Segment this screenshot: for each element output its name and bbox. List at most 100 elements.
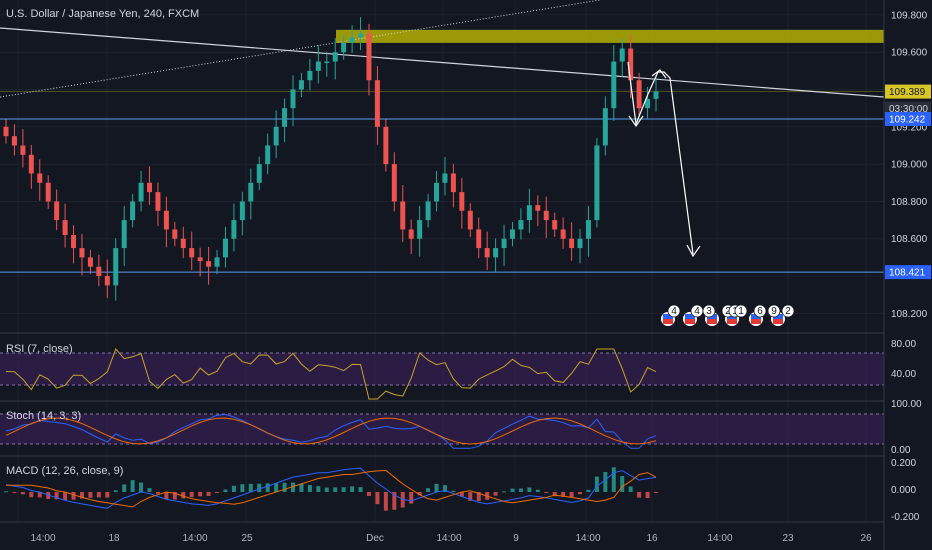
- macd-histogram-bar: [122, 484, 127, 492]
- flag-canton: [685, 314, 695, 319]
- ascending-trendline: [0, 0, 601, 98]
- price-axis: 109.800 109.600 109.200 109.000 108.800 108.6…: [883, 0, 932, 550]
- macd-histogram-bar: [113, 490, 118, 492]
- price-tick-label: 108.800: [891, 197, 928, 208]
- price-tick-label: 108.200: [891, 309, 928, 320]
- event-badge: [702, 304, 716, 318]
- price-tag-label: 109.389: [889, 87, 926, 98]
- macd-histogram-bar: [451, 490, 456, 492]
- event-count: 3: [706, 306, 712, 317]
- macd-histogram-bar: [265, 483, 270, 492]
- indicator-tick-label: -0.200: [891, 512, 920, 523]
- macd-histogram-bar: [248, 483, 253, 492]
- macd-histogram-bar: [54, 492, 59, 500]
- macd-histogram-bar: [130, 480, 135, 492]
- candle-body: [147, 182, 153, 193]
- candle-body: [628, 48, 634, 81]
- macd-histogram-bar: [231, 485, 236, 492]
- event-count: 1: [738, 306, 744, 317]
- candle-body: [569, 238, 575, 249]
- macd-histogram-bar: [611, 467, 616, 492]
- macd-histogram-bar: [476, 492, 481, 502]
- macd-histogram-bar: [409, 492, 414, 504]
- candle-body: [20, 145, 26, 155]
- macd-histogram-bar: [181, 492, 186, 499]
- arrow-head-down: [628, 115, 644, 128]
- candle-body: [535, 205, 541, 211]
- macd-histogram-bar: [569, 492, 574, 497]
- candle-body: [374, 80, 380, 127]
- candle-body: [332, 52, 338, 62]
- candle-body: [180, 238, 186, 249]
- candle-body: [45, 182, 51, 202]
- macd-histogram-bar: [139, 482, 144, 492]
- time-tick-label: 16: [646, 533, 658, 544]
- event-badge: [734, 304, 748, 318]
- flag-stripes: [707, 319, 717, 324]
- macd-histogram-bar: [4, 491, 8, 493]
- grid: [0, 0, 884, 522]
- time-tick-label: 23: [782, 533, 794, 544]
- candle-body: [358, 33, 364, 38]
- indicator-panes: [0, 332, 932, 523]
- candle-body: [28, 154, 34, 174]
- indicator-tick-label: 100.00: [891, 399, 922, 410]
- time-tick-label: 14:00: [436, 533, 461, 544]
- macd-histogram-bar: [518, 488, 523, 492]
- candle-body: [391, 164, 397, 202]
- candle-body: [425, 201, 431, 221]
- event-badge: [667, 304, 681, 318]
- flag-stripes: [751, 319, 761, 324]
- macd-histogram-bar: [594, 476, 599, 492]
- candle-body: [163, 210, 169, 230]
- economic-events[interactable]: 443211692: [661, 304, 795, 326]
- candle-body: [560, 229, 566, 239]
- event-count: 6: [757, 306, 763, 317]
- candle-body: [434, 182, 440, 202]
- macd-histogram-bar: [88, 492, 93, 498]
- macd-histogram-bar: [189, 492, 194, 498]
- resistance-zone: [336, 29, 884, 43]
- time-tick-label: 9: [513, 533, 519, 544]
- macd-histogram-bar: [198, 492, 203, 497]
- candle-body: [442, 173, 448, 183]
- macd-histogram-bar: [535, 489, 540, 492]
- indicator-tick-label: 0.00: [891, 445, 911, 456]
- macd-histogram-bar: [544, 492, 549, 493]
- candle-body: [476, 229, 482, 249]
- macd-histogram-bar: [434, 483, 439, 492]
- candle-body: [222, 238, 228, 258]
- macd-histogram-bar: [172, 492, 177, 500]
- macd-histogram-bar: [383, 492, 388, 511]
- macd-histogram-bar: [366, 492, 371, 496]
- candle-body: [155, 192, 161, 211]
- candle-body: [653, 91, 659, 99]
- macd-line: [5, 467, 657, 509]
- macd-histogram-bar: [341, 487, 346, 492]
- indicator-tick-label: 0.200: [891, 458, 916, 469]
- macd-histogram-bar: [510, 488, 515, 492]
- rsi-line: [5, 348, 657, 400]
- price-tick-label: 109.800: [891, 10, 928, 21]
- macd-histogram-bar: [299, 483, 304, 492]
- macd-histogram-bar: [155, 492, 160, 494]
- arrow-head-up: [651, 69, 667, 79]
- candle-body: [231, 220, 237, 239]
- flag-canton: [773, 314, 783, 319]
- macd-histogram-bar: [324, 487, 329, 492]
- candle-body: [96, 266, 102, 277]
- candle-body: [248, 182, 254, 202]
- candle-body: [518, 220, 524, 230]
- candle-body: [383, 126, 389, 165]
- macd-histogram-bar: [620, 476, 625, 492]
- macd-histogram-bar: [459, 492, 464, 497]
- macd-histogram-bar: [63, 492, 68, 501]
- price-tag-label: 108.421: [889, 268, 926, 279]
- candle-body: [611, 61, 617, 109]
- macd-histogram-bar: [147, 488, 152, 492]
- candle-body: [645, 98, 651, 109]
- candle-body: [79, 248, 85, 258]
- macd-histogram-bar: [586, 489, 591, 492]
